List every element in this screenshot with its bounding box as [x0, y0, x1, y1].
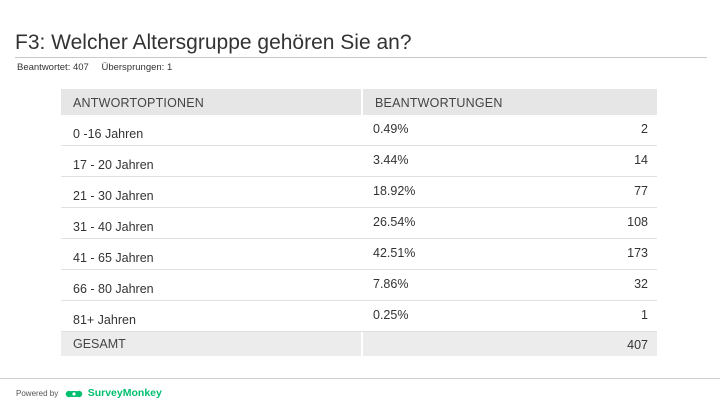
- response-count: 77: [634, 184, 648, 198]
- response-cell: 26.54% 108: [363, 208, 657, 238]
- option-cell: 66 - 80 Jahren: [61, 270, 361, 300]
- option-cell: 0 -16 Jahren: [61, 115, 361, 145]
- option-cell: 21 - 30 Jahren: [61, 177, 361, 207]
- answer-option: 17 - 20 Jahren: [73, 158, 154, 172]
- answer-option: 21 - 30 Jahren: [73, 189, 154, 203]
- total-count: 407: [627, 338, 648, 352]
- response-percent: 3.44%: [373, 153, 409, 167]
- option-cell: 17 - 20 Jahren: [61, 146, 361, 176]
- table-row: 66 - 80 Jahren 7.86% 32: [61, 270, 657, 301]
- option-cell: 31 - 40 Jahren: [61, 208, 361, 238]
- response-stats: Beantwortet: 407 Übersprungen: 1: [17, 62, 182, 73]
- table-total-row: GESAMT 407: [61, 332, 657, 356]
- response-cell: 18.92% 77: [363, 177, 657, 207]
- response-count: 173: [627, 246, 648, 260]
- total-label: GESAMT: [73, 337, 126, 351]
- response-cell: 3.44% 14: [363, 146, 657, 176]
- response-cell: 0.49% 2: [363, 115, 657, 145]
- option-cell: 41 - 65 Jahren: [61, 239, 361, 269]
- answer-option: 31 - 40 Jahren: [73, 220, 154, 234]
- table-body: 0 -16 Jahren 0.49% 2 17 - 20 Jahren 3.44% 14 2…: [61, 115, 657, 332]
- response-percent: 26.54%: [373, 215, 416, 229]
- table-row: 17 - 20 Jahren 3.44% 14: [61, 146, 657, 177]
- answer-option: 0 -16 Jahren: [73, 127, 144, 141]
- table-header: ANTWORTOPTIONEN BEANTWORTUNGEN: [61, 89, 657, 115]
- footer: Powered by SurveyMonkey: [16, 387, 162, 399]
- response-percent: 7.86%: [373, 277, 409, 291]
- table-row: 0 -16 Jahren 0.49% 2: [61, 115, 657, 146]
- answer-option: 41 - 65 Jahren: [73, 251, 154, 265]
- response-percent: 42.51%: [373, 246, 416, 260]
- response-count: 32: [634, 277, 648, 291]
- response-count: 2: [641, 122, 648, 136]
- response-count: 14: [634, 153, 648, 167]
- total-count-cell: 407: [363, 332, 657, 356]
- skipped-count: Übersprungen: 1: [101, 62, 173, 73]
- page-title: F3: Welcher Altersgruppe gehören Sie an?: [15, 31, 412, 54]
- option-cell: 81+ Jahren: [61, 301, 361, 331]
- table-row: 31 - 40 Jahren 26.54% 108: [61, 208, 657, 239]
- response-count: 1: [641, 308, 648, 322]
- answered-count: Beantwortet: 407: [17, 62, 89, 73]
- column-header-options: ANTWORTOPTIONEN: [73, 96, 205, 110]
- table-row: 81+ Jahren 0.25% 1: [61, 301, 657, 332]
- header-cell-responses: BEANTWORTUNGEN: [363, 89, 657, 115]
- surveymonkey-logo-icon: [65, 389, 83, 399]
- column-header-responses: BEANTWORTUNGEN: [375, 96, 503, 110]
- table-row: 41 - 65 Jahren 42.51% 173: [61, 239, 657, 270]
- response-count: 108: [627, 215, 648, 229]
- results-table: ANTWORTOPTIONEN BEANTWORTUNGEN 0 -16 Jah…: [61, 89, 657, 356]
- response-percent: 18.92%: [373, 184, 416, 198]
- title-divider: [15, 57, 707, 58]
- header-cell-options: ANTWORTOPTIONEN: [61, 89, 361, 115]
- total-label-cell: GESAMT: [61, 332, 361, 356]
- response-cell: 0.25% 1: [363, 301, 657, 331]
- brand-name: SurveyMonkey: [87, 387, 162, 399]
- response-cell: 7.86% 32: [363, 270, 657, 300]
- response-percent: 0.25%: [373, 308, 409, 322]
- response-cell: 42.51% 173: [363, 239, 657, 269]
- response-percent: 0.49%: [373, 122, 409, 136]
- table-row: 21 - 30 Jahren 18.92% 77: [61, 177, 657, 208]
- powered-by-text: Powered by: [16, 389, 59, 398]
- answer-option: 66 - 80 Jahren: [73, 282, 154, 296]
- footer-divider: [0, 378, 720, 379]
- answer-option: 81+ Jahren: [73, 313, 136, 327]
